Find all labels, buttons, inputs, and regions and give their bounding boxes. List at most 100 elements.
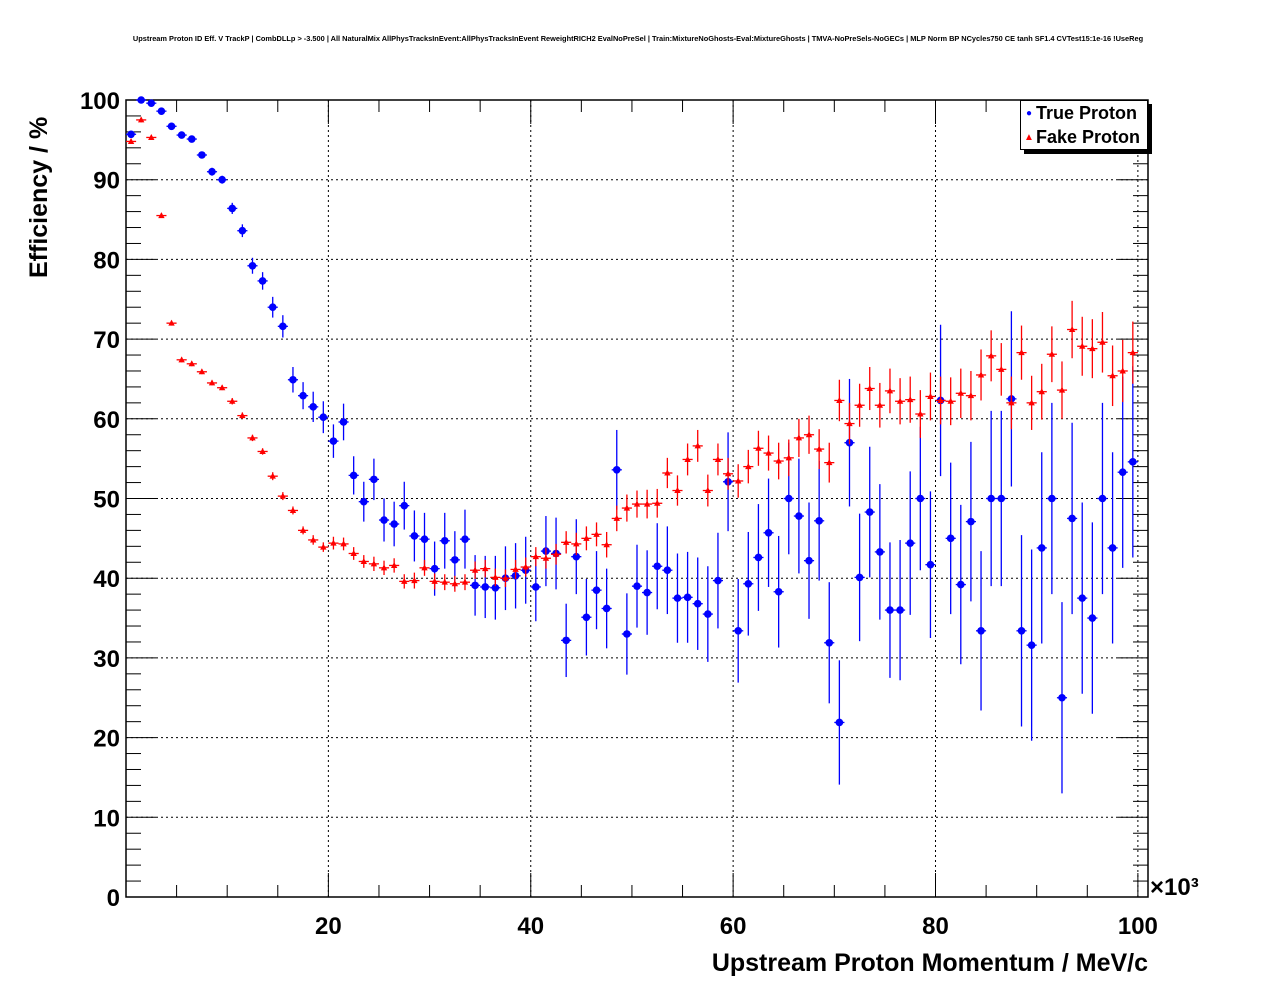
data-point bbox=[937, 396, 944, 403]
x-tick-label: 100 bbox=[1118, 913, 1158, 940]
data-point bbox=[1129, 349, 1137, 356]
data-point bbox=[268, 303, 277, 312]
data-point bbox=[582, 613, 591, 622]
data-point bbox=[583, 534, 590, 541]
x-multiplier-label: ×10³ bbox=[1150, 874, 1199, 901]
y-tick-label: 30 bbox=[93, 646, 120, 673]
data-point bbox=[917, 410, 924, 417]
data-point bbox=[299, 526, 307, 533]
data-point bbox=[967, 517, 975, 526]
data-point bbox=[764, 528, 773, 537]
data-point bbox=[420, 535, 429, 543]
data-point bbox=[238, 226, 247, 235]
legend-label: Fake Proton bbox=[1036, 126, 1141, 147]
series-true-proton bbox=[126, 96, 1138, 794]
data-point bbox=[471, 566, 479, 573]
data-point bbox=[481, 583, 490, 591]
data-point bbox=[228, 204, 237, 213]
data-point bbox=[856, 401, 863, 408]
data-point bbox=[572, 552, 581, 561]
data-point bbox=[896, 606, 904, 614]
data-point bbox=[289, 375, 297, 384]
y-tick-label: 100 bbox=[80, 88, 120, 115]
data-point bbox=[309, 536, 317, 543]
data-point bbox=[542, 554, 550, 561]
data-point bbox=[431, 577, 438, 584]
data-point bbox=[693, 599, 702, 608]
data-point bbox=[177, 131, 186, 139]
data-point bbox=[1048, 494, 1056, 503]
data-point bbox=[805, 556, 813, 565]
grid-lines bbox=[126, 100, 1148, 897]
data-point bbox=[421, 564, 428, 571]
data-point bbox=[633, 582, 641, 590]
data-point bbox=[724, 470, 732, 477]
data-point bbox=[967, 392, 975, 399]
data-point bbox=[957, 580, 965, 589]
data-point bbox=[795, 512, 803, 520]
data-point bbox=[876, 401, 884, 408]
data-point bbox=[491, 583, 500, 592]
data-point bbox=[714, 576, 722, 585]
data-point bbox=[148, 133, 155, 140]
data-point bbox=[1119, 367, 1126, 374]
data-point bbox=[401, 577, 408, 584]
data-point bbox=[329, 437, 338, 445]
data-point bbox=[137, 116, 145, 123]
data-point bbox=[218, 175, 226, 184]
data-point bbox=[390, 561, 398, 568]
data-point bbox=[593, 530, 600, 537]
data-point bbox=[370, 475, 378, 484]
data-point bbox=[532, 583, 540, 591]
y-tick-label: 20 bbox=[93, 726, 120, 753]
data-point bbox=[744, 579, 753, 588]
data-point bbox=[865, 508, 874, 516]
axes: 20 40 60 80 100 0 10 20 30 40 50 60 70 80 90 100 bbox=[80, 88, 1158, 940]
data-point bbox=[471, 581, 479, 590]
data-point bbox=[552, 550, 560, 557]
data-point bbox=[461, 535, 469, 543]
data-point bbox=[330, 539, 337, 546]
data-point bbox=[269, 472, 276, 479]
data-point bbox=[1089, 345, 1096, 352]
y-tick-label: 50 bbox=[93, 487, 120, 514]
legend-label: True Proton bbox=[1036, 102, 1138, 123]
data-point bbox=[188, 360, 195, 367]
data-point bbox=[239, 412, 246, 419]
data-point bbox=[340, 540, 347, 547]
data-point bbox=[319, 413, 328, 422]
data-point bbox=[380, 564, 388, 571]
data-point bbox=[694, 442, 701, 449]
data-point bbox=[320, 543, 327, 550]
data-point bbox=[178, 356, 185, 363]
y-tick-label: 90 bbox=[93, 168, 120, 195]
data-point bbox=[158, 212, 165, 219]
data-point bbox=[279, 322, 287, 331]
data-point bbox=[754, 553, 763, 562]
data-point bbox=[502, 574, 509, 581]
data-point bbox=[1048, 350, 1056, 357]
data-point bbox=[1108, 544, 1117, 552]
data-point bbox=[663, 566, 672, 575]
data-point bbox=[279, 492, 287, 499]
data-point bbox=[1027, 641, 1036, 649]
data-point bbox=[612, 466, 621, 474]
data-point bbox=[947, 397, 954, 404]
y-tick-label: 0 bbox=[107, 885, 120, 912]
data-point bbox=[1129, 458, 1137, 466]
data-point bbox=[825, 638, 834, 647]
legend-entry-true-proton: ● True Proton bbox=[1023, 101, 1137, 125]
data-point bbox=[774, 587, 783, 596]
data-point bbox=[390, 520, 398, 528]
data-point bbox=[198, 151, 206, 159]
data-point bbox=[835, 718, 844, 727]
data-point bbox=[127, 137, 135, 144]
data-point bbox=[1058, 693, 1066, 702]
data-point bbox=[349, 471, 358, 480]
data-point bbox=[846, 420, 853, 427]
data-point bbox=[957, 389, 965, 396]
data-point bbox=[1018, 349, 1025, 356]
data-point bbox=[633, 500, 641, 507]
data-point bbox=[734, 477, 742, 484]
data-point bbox=[289, 506, 297, 513]
